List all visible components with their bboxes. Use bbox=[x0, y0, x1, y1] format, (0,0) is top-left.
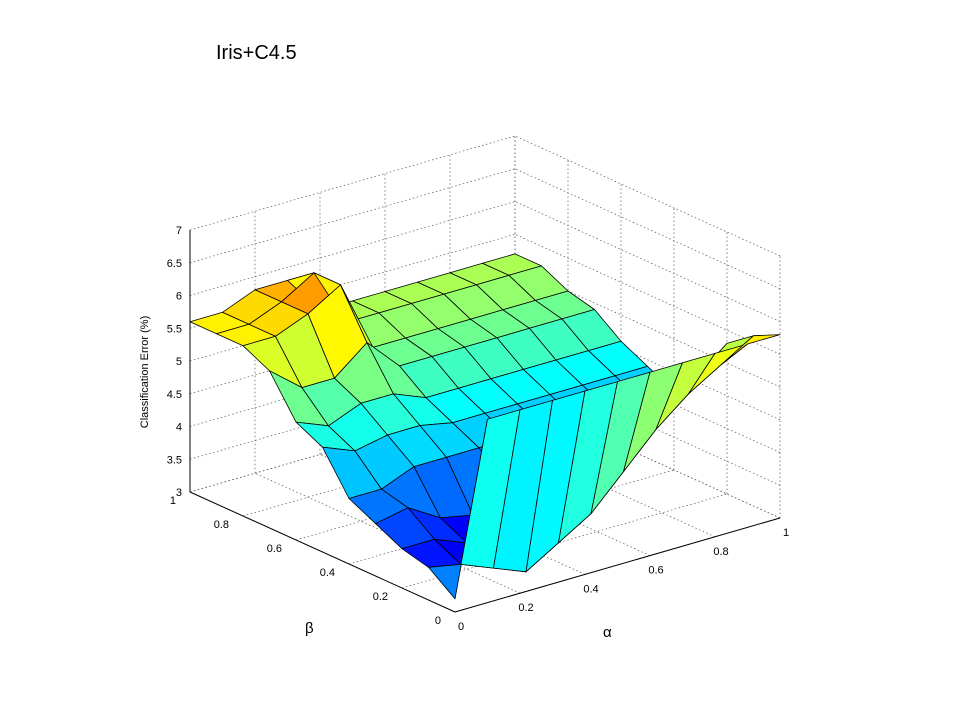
z-axis-label: Classification Error (%) bbox=[139, 316, 151, 428]
side-wall-grid-line bbox=[514, 135, 781, 257]
z-tick-label: 3.5 bbox=[167, 454, 182, 466]
z-tick-label: 4.5 bbox=[167, 389, 182, 401]
z-tick-label: 4 bbox=[176, 422, 182, 434]
axis-line bbox=[189, 491, 456, 613]
side-wall-grid-line bbox=[514, 168, 781, 290]
z-tick-label: 5.5 bbox=[167, 323, 182, 335]
surface-patch bbox=[720, 334, 781, 366]
x-tick-label: 0.8 bbox=[713, 546, 728, 558]
x-tick-label: 1 bbox=[783, 527, 789, 539]
side-wall-grid-line bbox=[514, 299, 781, 421]
z-tick-label: 3 bbox=[176, 487, 182, 499]
x-tick-label: 0.6 bbox=[648, 565, 663, 577]
y-tick-label: 0.4 bbox=[320, 567, 335, 579]
surface bbox=[189, 253, 781, 600]
side-wall-grid-line bbox=[514, 397, 781, 519]
x-tick-label: 0.4 bbox=[583, 583, 598, 595]
chart-title: Iris+C4.5 bbox=[216, 42, 297, 64]
z-tick-label: 6 bbox=[176, 291, 182, 303]
y-tick-label: 1 bbox=[170, 495, 176, 507]
z-tick-label: 7 bbox=[176, 225, 182, 237]
z-tick-label: 5 bbox=[176, 356, 182, 368]
y-axis-label: β bbox=[305, 620, 314, 637]
side-wall-grid-line bbox=[514, 233, 781, 355]
x-tick-label: 0.2 bbox=[518, 602, 533, 614]
x-axis-label: α bbox=[603, 624, 612, 641]
back-wall-grid-line bbox=[189, 168, 516, 264]
side-wall-grid-line bbox=[514, 201, 781, 322]
y-tick-label: 0.2 bbox=[373, 591, 388, 603]
back-wall-grid-line bbox=[189, 135, 516, 231]
y-tick-label: 0 bbox=[435, 615, 441, 627]
z-tick-label: 6.5 bbox=[167, 258, 182, 270]
y-tick-label: 0.8 bbox=[214, 519, 229, 531]
back-wall-grid-line bbox=[189, 201, 516, 296]
tick-labels: 3 3.5 4 4.5 5 5.5 6 6.5 7 0 0.2 0.4 0.6 0.8 1 0 0.2 0.4 0.… bbox=[167, 225, 789, 633]
side-wall-grid-line bbox=[514, 266, 781, 388]
axis-line bbox=[454, 517, 781, 613]
x-tick-label: 0 bbox=[458, 621, 464, 633]
y-tick-label: 0.6 bbox=[267, 543, 282, 555]
